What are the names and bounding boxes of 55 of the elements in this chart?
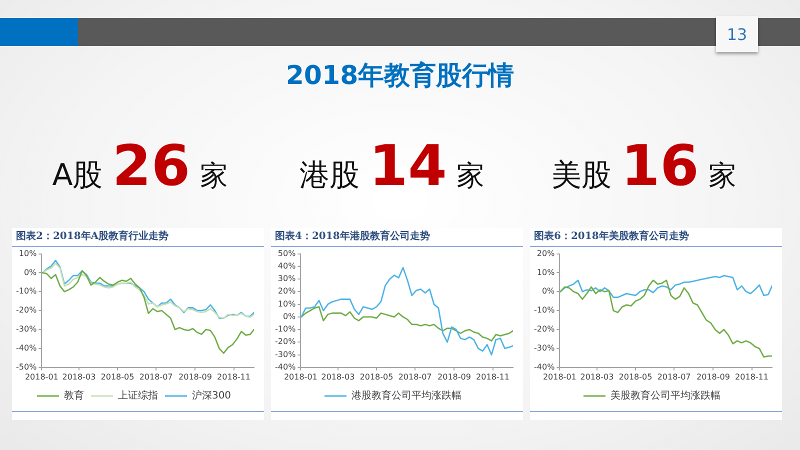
x-tick-label: 2018-05 [100, 372, 134, 382]
page-tab: 13 [716, 16, 758, 52]
y-tick-label: -20% [16, 306, 38, 315]
x-tick-label: 2018-07 [657, 372, 691, 382]
y-tick-label: -10% [534, 306, 556, 315]
y-tick-label: -10% [16, 286, 38, 296]
x-tick-label: 2018-11 [476, 372, 510, 382]
text: 2018年教育股行情 [284, 60, 516, 93]
y-tick-label: 40% [278, 262, 296, 270]
x-tick-label: 2018-03 [62, 372, 96, 382]
y-tick-label: -40% [534, 362, 556, 372]
x-tick-label: 2018-07 [139, 372, 173, 382]
y-tick-label: -40% [274, 362, 296, 372]
y-tick-label: 10% [18, 248, 38, 258]
text: 港股 14 家 [299, 134, 485, 199]
y-tick-label: -50% [16, 362, 38, 372]
x-tick-label: 2018-01 [284, 372, 318, 382]
y-tick-label: -40% [16, 344, 38, 353]
legend-label: 美股教育公司平均涨跌幅 [610, 390, 720, 402]
y-tick-label: -10% [274, 324, 296, 334]
chart-title: 图表6：2018年美股教育公司走势 [530, 228, 782, 247]
legend-label: 沪深300 [192, 390, 232, 402]
text: 美股 16 家 [551, 134, 737, 199]
y-tick-label: -30% [16, 324, 38, 334]
chart-title: 图表4：2018年港股教育公司走势 [271, 228, 523, 247]
y-tick-label: -30% [534, 344, 556, 353]
y-tick-label: -30% [274, 350, 296, 359]
x-tick-label: 2018-03 [321, 372, 355, 382]
x-tick-label: 2018-01 [24, 372, 58, 382]
y-tick-label: 10% [536, 268, 556, 277]
y-tick-label: 0% [24, 268, 38, 277]
legend-label: 上证综指 [118, 390, 158, 402]
y-tick-label: 50% [278, 248, 296, 258]
x-tick-label: 2018-01 [542, 372, 576, 382]
y-tick-label: 20% [278, 286, 296, 296]
y-tick-label: 10% [278, 299, 296, 308]
x-tick-label: 2018-11 [217, 372, 250, 382]
x-tick-label: 2018-03 [580, 372, 614, 382]
y-tick-label: -20% [274, 337, 296, 346]
y-tick-label: 0% [282, 312, 296, 321]
y-tick-label: -20% [534, 324, 556, 334]
legend-label: 教育 [64, 390, 84, 402]
x-tick-label: 2018-09 [178, 372, 212, 382]
x-tick-label: 2018-11 [735, 372, 768, 382]
text: A股 26 家 [52, 134, 228, 199]
x-tick-label: 2018-09 [696, 372, 730, 382]
x-tick-label: 2018-05 [360, 372, 394, 382]
chart-title: 图表2：2018年A股教育行业走势 [12, 228, 264, 247]
y-tick-label: 20% [536, 248, 556, 258]
y-tick-label: 30% [278, 274, 296, 284]
x-tick-label: 2018-09 [438, 372, 471, 382]
legend-label: 港股教育公司平均涨跌幅 [352, 390, 462, 402]
x-tick-label: 2018-07 [398, 372, 432, 382]
x-tick-label: 2018-05 [618, 372, 652, 382]
y-tick-label: 0% [542, 286, 556, 296]
